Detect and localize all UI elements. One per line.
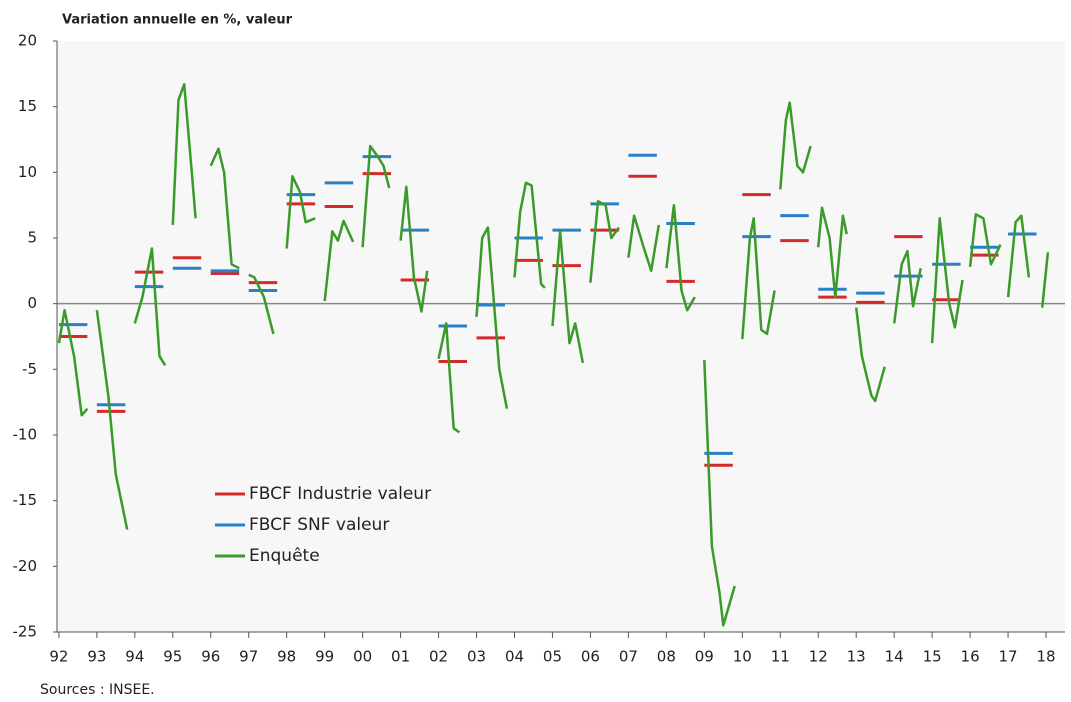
x-tick-label: 94 <box>125 648 144 666</box>
x-tick-label: 15 <box>923 648 942 666</box>
x-tick-label: 11 <box>771 648 790 666</box>
x-tick-label: 96 <box>201 648 220 666</box>
source-note: Sources : INSEE. <box>40 682 155 698</box>
x-tick-label: 01 <box>391 648 410 666</box>
x-tick-label: 08 <box>657 648 676 666</box>
legend-label: FBCF Industrie valeur <box>249 484 431 504</box>
x-tick-label: 10 <box>733 648 752 666</box>
x-tick-label: 06 <box>581 648 600 666</box>
y-tick-label: -20 <box>13 557 38 575</box>
x-tick-label: 12 <box>809 648 828 666</box>
y-tick-label: -5 <box>22 360 37 378</box>
y-tick-label: -10 <box>13 426 38 444</box>
y-tick-label: 10 <box>18 163 37 181</box>
x-tick-label: 04 <box>505 648 524 666</box>
survey-line <box>57 83 1050 627</box>
x-tick-label: 99 <box>315 648 334 666</box>
y-tick-label: 20 <box>18 32 37 50</box>
x-tick-label: 07 <box>619 648 638 666</box>
x-tick-label: 05 <box>543 648 562 666</box>
x-tick-label: 03 <box>467 648 486 666</box>
x-tick-label: 17 <box>999 648 1018 666</box>
x-tick-label: 14 <box>885 648 904 666</box>
legend-label: Enquête <box>249 546 320 566</box>
x-tick-label: 18 <box>1036 648 1055 666</box>
x-tick-label: 92 <box>49 648 68 666</box>
x-tick-label: 02 <box>429 648 448 666</box>
x-tick-label: 97 <box>239 648 258 666</box>
y-tick-label: 15 <box>18 97 37 115</box>
x-tick-label: 00 <box>353 648 372 666</box>
x-tick-label: 95 <box>163 648 182 666</box>
legend-label: FBCF SNF valeur <box>249 515 389 535</box>
x-tick-label: 16 <box>961 648 980 666</box>
plot-area <box>57 41 1065 632</box>
x-tick-label: 13 <box>847 648 866 666</box>
x-tick-label: 93 <box>87 648 106 666</box>
x-tick-label: 09 <box>695 648 714 666</box>
chart-title: Variation annuelle en %, valeur <box>62 13 293 28</box>
y-tick-label: -25 <box>13 623 38 641</box>
y-tick-label: 0 <box>27 294 37 312</box>
x-tick-label: 98 <box>277 648 296 666</box>
y-tick-label: 5 <box>27 229 37 247</box>
y-tick-label: -15 <box>13 491 38 509</box>
